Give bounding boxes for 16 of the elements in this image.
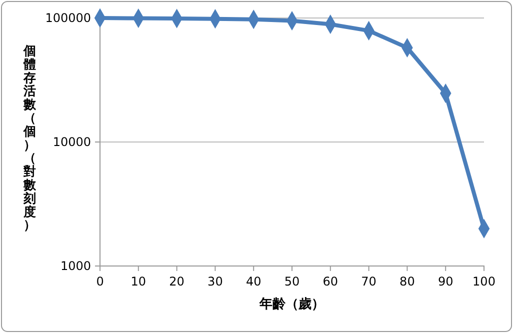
- x-tick-label: 20: [169, 274, 184, 289]
- y-tick-label: 1000: [60, 258, 91, 273]
- x-tick-label: 40: [246, 274, 262, 289]
- x-tick-label: 70: [361, 274, 376, 289]
- x-tick-label: 30: [208, 274, 223, 289]
- x-tick-label: 0: [96, 274, 104, 289]
- x-tick-label: 100: [472, 274, 496, 289]
- x-axis-title: 年齡（歲）: [258, 297, 324, 312]
- x-tick-label: 10: [130, 274, 146, 289]
- y-tick-label: 100000: [45, 10, 91, 25]
- y-tick-label: 10000: [52, 134, 91, 149]
- x-tick-label: 60: [322, 274, 338, 289]
- x-tick-label: 80: [400, 274, 415, 289]
- x-tick-label: 50: [284, 274, 300, 289]
- x-tick-label: 90: [438, 274, 454, 289]
- text: 個體存活數（個）（對數刻度）: [24, 43, 36, 232]
